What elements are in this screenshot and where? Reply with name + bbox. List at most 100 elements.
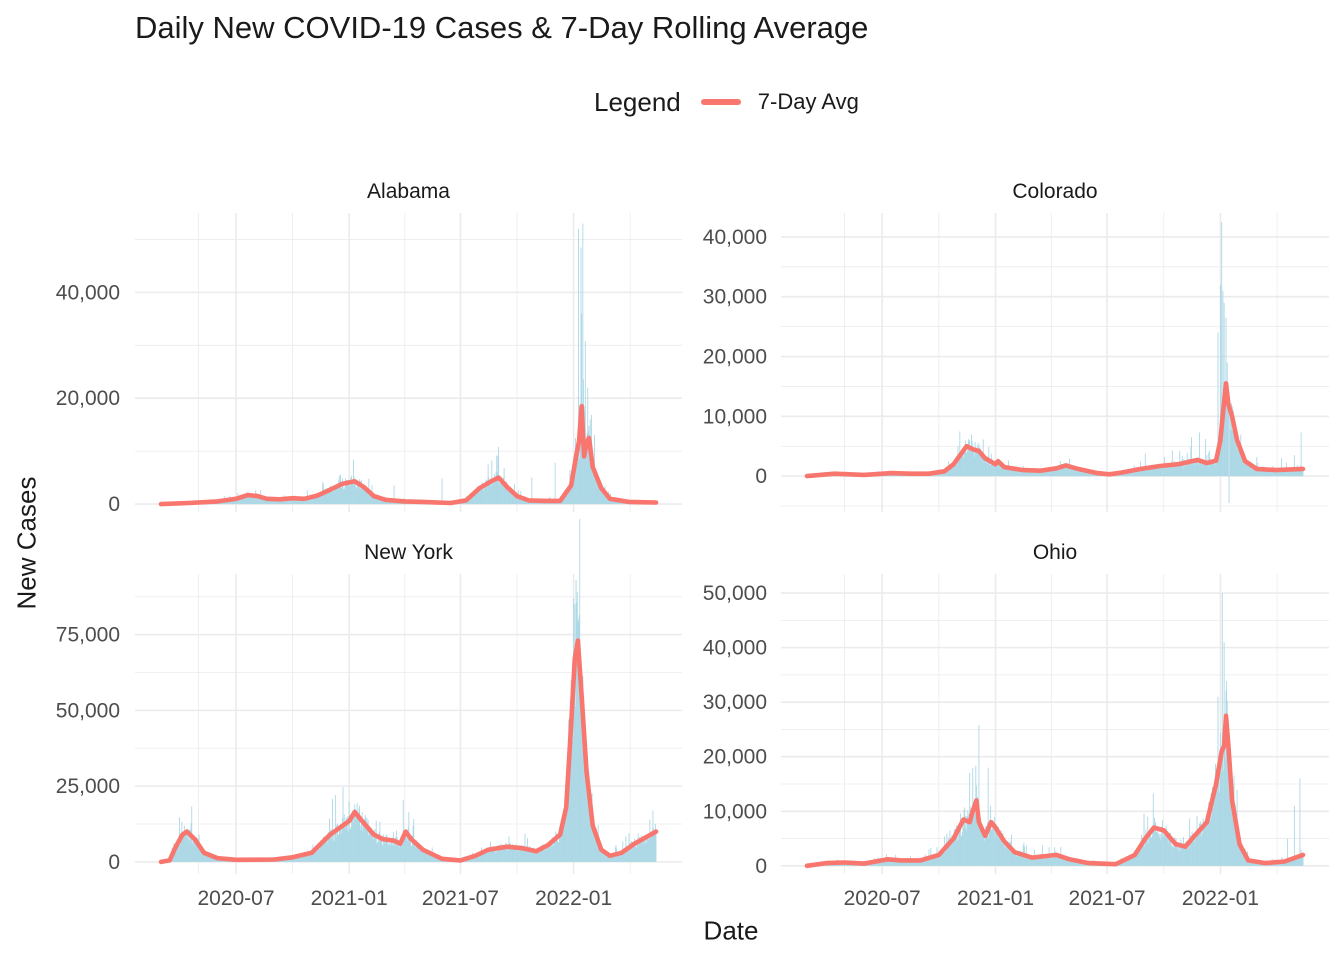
daily-case-bar xyxy=(210,856,212,862)
daily-case-bar xyxy=(484,853,486,862)
daily-case-bar xyxy=(966,831,968,866)
daily-case-bar xyxy=(347,480,349,505)
daily-case-bar xyxy=(1166,462,1168,477)
daily-case-bar xyxy=(1195,458,1197,477)
daily-case-bar xyxy=(1218,453,1220,477)
daily-case-bar xyxy=(1079,861,1081,866)
daily-case-bar xyxy=(993,816,995,866)
daily-case-bar xyxy=(1066,467,1068,477)
daily-case-bar xyxy=(977,796,979,866)
daily-case-bar xyxy=(236,499,238,505)
daily-case-bar xyxy=(506,481,508,505)
daily-case-bar xyxy=(523,847,525,862)
daily-case-bar xyxy=(918,859,919,866)
daily-case-bar xyxy=(990,830,992,866)
daily-case-bar xyxy=(1209,458,1211,477)
daily-case-bar xyxy=(354,804,356,862)
daily-case-bar xyxy=(1242,851,1244,866)
daily-case-bar xyxy=(1174,462,1176,477)
daily-case-bar xyxy=(894,858,895,866)
daily-case-bar xyxy=(1224,387,1226,477)
daily-case-bar xyxy=(1181,455,1183,477)
daily-case-bar xyxy=(1142,846,1144,866)
daily-case-bar xyxy=(576,601,578,862)
daily-case-bar xyxy=(1210,820,1212,866)
daily-case-bar xyxy=(1148,838,1150,866)
daily-case-bar xyxy=(943,471,945,477)
daily-case-bar xyxy=(483,485,485,505)
daily-case-bar xyxy=(324,843,326,862)
daily-case-bar xyxy=(977,448,979,477)
daily-case-bar xyxy=(560,828,562,862)
daily-case-bar xyxy=(316,848,318,862)
daily-case-bar xyxy=(1020,853,1022,866)
daily-case-bar xyxy=(310,496,312,505)
daily-case-bar xyxy=(1222,290,1224,477)
daily-case-bar xyxy=(1024,853,1026,866)
daily-case-bar xyxy=(1225,691,1227,866)
daily-case-bar xyxy=(1016,470,1017,477)
daily-case-bar xyxy=(343,814,345,862)
daily-case-bar xyxy=(357,486,359,505)
daily-case-bar xyxy=(429,853,431,862)
daily-case-bar xyxy=(297,500,298,505)
daily-case-bar xyxy=(503,847,504,862)
y-tick-label: 10,000 xyxy=(703,405,767,428)
daily-case-bar xyxy=(480,485,482,505)
daily-case-bar xyxy=(212,855,214,862)
daily-case-bar xyxy=(606,852,608,862)
daily-case-bar xyxy=(321,495,322,505)
daily-case-bar xyxy=(562,814,564,862)
daily-case-bar xyxy=(950,465,952,477)
daily-case-bar xyxy=(986,463,988,477)
daily-case-bar xyxy=(1202,833,1204,866)
daily-case-bar xyxy=(1167,462,1169,477)
daily-case-bar xyxy=(1046,470,1048,477)
daily-case-bar xyxy=(563,497,565,505)
daily-case-bar xyxy=(259,495,261,505)
daily-case-bar xyxy=(1282,468,1284,477)
daily-case-bar xyxy=(383,840,385,862)
daily-case-bar xyxy=(1032,858,1034,866)
daily-case-bar xyxy=(969,440,971,477)
daily-case-bar xyxy=(328,490,330,505)
daily-case-bar xyxy=(1064,464,1066,477)
daily-case-bar xyxy=(903,861,905,866)
daily-case-bar xyxy=(486,479,488,505)
daily-case-bar xyxy=(1157,466,1159,477)
daily-case-bar xyxy=(1153,468,1155,477)
y-tick-label: 25,000 xyxy=(56,775,120,798)
daily-case-bar xyxy=(306,851,308,862)
daily-case-bar xyxy=(951,463,953,477)
daily-case-bar xyxy=(1080,468,1082,477)
daily-case-bar xyxy=(360,825,362,862)
daily-case-bar xyxy=(337,834,339,862)
daily-case-bar xyxy=(257,494,259,505)
daily-case-bar xyxy=(1200,464,1202,477)
daily-case-bar xyxy=(1184,845,1186,866)
daily-case-bar xyxy=(971,440,973,477)
daily-case-bar xyxy=(1069,858,1070,866)
daily-case-bar xyxy=(238,498,240,505)
daily-case-bar xyxy=(357,484,359,505)
daily-case-bar xyxy=(1070,468,1072,477)
daily-case-bar xyxy=(341,478,343,505)
daily-case-bar xyxy=(927,858,929,866)
daily-case-bar xyxy=(1164,837,1166,866)
daily-case-bar xyxy=(1257,467,1259,477)
daily-case-bar xyxy=(1172,846,1174,866)
daily-case-bar xyxy=(533,847,535,862)
daily-case-bar xyxy=(321,843,322,862)
daily-case-bar xyxy=(919,859,921,866)
daily-case-bar xyxy=(331,828,333,862)
daily-case-bar xyxy=(486,847,488,862)
daily-case-bar xyxy=(365,817,367,862)
daily-case-bar xyxy=(593,474,595,505)
daily-case-bar xyxy=(1029,469,1031,477)
daily-case-bar xyxy=(1022,855,1024,866)
daily-case-bar xyxy=(1239,849,1241,866)
daily-case-bar xyxy=(1227,382,1229,477)
daily-case-bar xyxy=(339,830,341,862)
daily-case-bar xyxy=(1295,855,1297,866)
daily-case-bar xyxy=(301,853,303,862)
